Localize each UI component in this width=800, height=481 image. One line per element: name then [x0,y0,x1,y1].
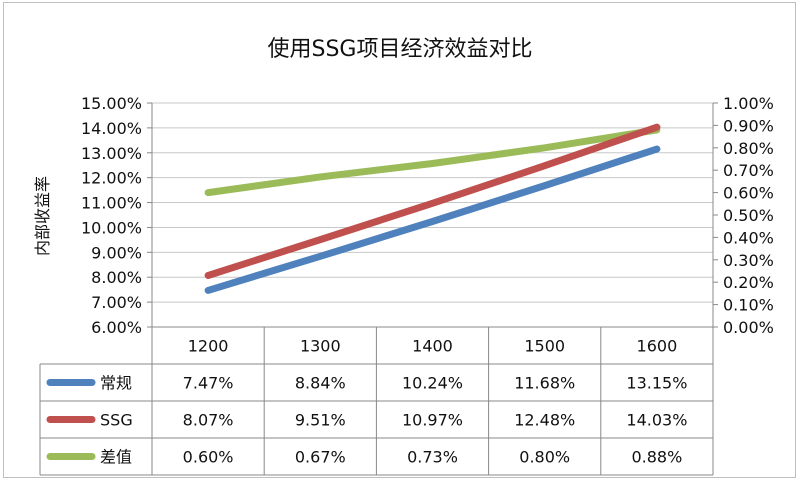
left-tick-label: 14.00% [81,119,142,138]
x-tick-label: 1500 [524,337,565,356]
series-line-0 [204,145,661,294]
left-tick-label: 13.00% [81,144,142,163]
legend-label: 常规 [100,374,132,393]
legend-label: SSG [100,411,133,430]
left-tick-label: 10.00% [81,218,142,237]
x-tick-label: 1300 [300,337,341,356]
right-tick-label: 0.10% [723,296,774,315]
left-tick-label: 12.00% [81,169,142,188]
data-label: 8.84% [295,374,346,393]
x-tick-label: 1400 [412,337,453,356]
data-label: 7.47% [183,374,234,393]
legend-label: 差值 [100,448,132,467]
right-tick-label: 0.00% [723,318,774,337]
right-tick-label: 0.70% [723,161,774,180]
right-tick-label: 0.90% [723,116,774,135]
right-tick-label: 0.80% [723,139,774,158]
data-label: 8.07% [183,411,234,430]
data-label: 13.15% [626,374,687,393]
data-label: 11.68% [514,374,575,393]
right-tick-label: 0.50% [723,206,774,225]
data-label: 0.73% [407,448,458,467]
right-tick-label: 0.30% [723,251,774,270]
data-label: 10.24% [402,374,463,393]
data-label: 0.67% [295,448,346,467]
data-label: 0.60% [183,448,234,467]
data-label: 0.88% [631,448,682,467]
right-tick-label: 0.60% [723,184,774,203]
x-tick-label: 1200 [188,337,229,356]
data-label: 10.97% [402,411,463,430]
left-axis-ticks: 6.00% 7.00% 8.00% 9.00% 10.00% 11.00% 12.00% 13… [81,94,142,337]
data-table: 1200 1300 1400 1500 1600 常规 7.47% 8.84% 10.24% 11… [39,326,714,476]
series-lines [204,123,661,294]
chart-title: 使用SSG项目经济效益对比 [268,37,533,62]
right-tick-label: 0.20% [723,273,774,292]
left-tick-label: 15.00% [81,94,142,113]
data-label: 0.80% [519,448,570,467]
left-tick-label: 8.00% [91,268,142,287]
right-axis-ticks: 0.00% 0.10% 0.20% 0.30% 0.40% 0.50% 0.60% 0.70%… [713,94,774,337]
left-tick-label: 11.00% [81,194,142,213]
x-tick-label: 1600 [637,337,678,356]
right-tick-label: 0.40% [723,228,774,247]
left-tick-label: 7.00% [91,293,142,312]
left-tick-label: 9.00% [91,243,142,262]
data-label: 12.48% [514,411,575,430]
data-label: 9.51% [295,411,346,430]
y-axis-label: 内部收益率 [33,176,52,256]
chart-frame [3,2,796,478]
left-tick-label: 6.00% [91,318,142,337]
series-line-2 [204,126,661,197]
series-line-1 [204,123,661,279]
right-tick-label: 1.00% [723,94,774,113]
data-label: 14.03% [626,411,687,430]
